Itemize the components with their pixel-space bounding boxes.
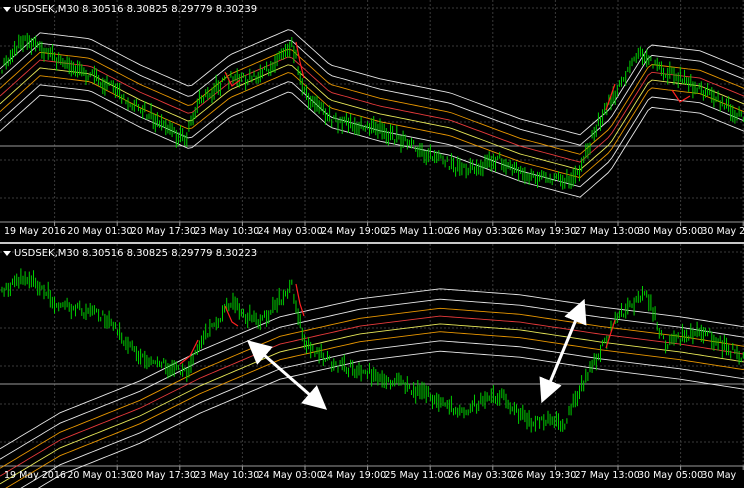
red-indicator-segment bbox=[295, 283, 305, 317]
time-axis-label: 26 May 19:30 bbox=[511, 470, 576, 481]
envelope-line bbox=[20, 340, 744, 488]
time-axis-label: 24 May 03:00 bbox=[258, 470, 323, 481]
time-axis-label: 30 May bbox=[701, 470, 736, 481]
envelope-line bbox=[0, 323, 744, 485]
time-axis-label: 24 May 19:00 bbox=[321, 226, 386, 237]
time-axis-label: 23 May 10:30 bbox=[194, 226, 259, 237]
red-indicator-segment bbox=[179, 339, 199, 365]
envelope-line bbox=[0, 48, 744, 155]
bottom-chart-symbol: USDSEK,M30 bbox=[14, 248, 80, 259]
time-axis-label: 26 May 03:30 bbox=[448, 470, 513, 481]
time-axis-label: 25 May 11:00 bbox=[384, 226, 449, 237]
time-axis-label: 25 May 11:00 bbox=[384, 470, 449, 481]
envelope-line bbox=[0, 315, 744, 477]
envelope-line bbox=[0, 29, 744, 136]
envelope-line bbox=[0, 64, 744, 171]
envelope-bands bbox=[0, 29, 744, 198]
envelope-line bbox=[0, 81, 744, 188]
time-axis-label: 24 May 19:00 bbox=[321, 470, 386, 481]
top-chart-prices: 8.30516 8.30825 8.29779 8.30239 bbox=[82, 4, 258, 15]
envelope-line bbox=[37, 350, 744, 488]
time-axis-label: 20 May 01:30 bbox=[67, 470, 132, 481]
bottom-chart-title: USDSEK,M30 8.30516 8.30825 8.29779 8.302… bbox=[3, 248, 257, 259]
top-chart-symbol: USDSEK,M30 bbox=[14, 4, 80, 15]
time-axis-label: 19 May 2016 bbox=[4, 226, 66, 237]
red-indicator-segment bbox=[224, 305, 239, 327]
time-axis-label: 24 May 03:00 bbox=[258, 226, 323, 237]
grid-lines bbox=[0, 0, 744, 222]
time-axis-label: 26 May 19:30 bbox=[511, 226, 576, 237]
time-axis-label: 30 May 05:00 bbox=[638, 470, 703, 481]
red-indicator-segment bbox=[295, 41, 305, 79]
time-axis-label: 20 May 01:30 bbox=[67, 226, 132, 237]
time-axis-label: 23 May 10:30 bbox=[194, 470, 259, 481]
bottom-chart-prices: 8.30516 8.30825 8.29779 8.30223 bbox=[82, 248, 258, 259]
dropdown-triangle-icon[interactable] bbox=[3, 7, 11, 12]
top-chart-panel[interactable]: 19 May 2016 20 May 01:30 20 May 17:30 23 Ma… bbox=[0, 0, 744, 242]
time-axis-label: 19 May 2016 bbox=[4, 470, 66, 481]
double-arrow-annotation bbox=[539, 298, 587, 404]
envelope-line bbox=[0, 298, 744, 460]
double-arrow-annotation bbox=[246, 340, 328, 410]
red-indicator-segment bbox=[671, 89, 691, 103]
time-axis-label: 20 May 17:30 bbox=[131, 226, 196, 237]
envelope-line bbox=[5, 331, 744, 488]
top-chart-title: USDSEK,M30 8.30516 8.30825 8.29779 8.302… bbox=[3, 4, 257, 15]
time-axis-label: 30 May 05:00 bbox=[638, 226, 703, 237]
envelope-line bbox=[0, 39, 744, 146]
envelope-line bbox=[0, 307, 744, 469]
red-indicator-segment bbox=[605, 83, 616, 111]
envelope-line bbox=[0, 56, 744, 163]
red-indicator-segment bbox=[605, 319, 616, 349]
time-axis-label: 20 May 17:30 bbox=[131, 470, 196, 481]
bottom-chart-panel[interactable]: 19 May 2016 20 May 01:30 20 May 17:30 23 Ma… bbox=[0, 244, 744, 488]
price-candles bbox=[1, 268, 744, 433]
dropdown-triangle-icon[interactable] bbox=[3, 251, 11, 256]
envelope-line bbox=[0, 91, 744, 198]
envelope-bands bbox=[0, 288, 744, 488]
panel-separator[interactable] bbox=[0, 242, 744, 244]
time-axis-label: 27 May 13:00 bbox=[575, 226, 640, 237]
price-candles bbox=[1, 32, 744, 190]
time-axis-label: 27 May 13:00 bbox=[575, 470, 640, 481]
time-axis-label: 30 May 21 bbox=[701, 226, 744, 237]
red-indicator-segment bbox=[224, 71, 241, 87]
envelope-line bbox=[0, 288, 744, 450]
grid-lines bbox=[0, 244, 744, 466]
time-axis-label: 26 May 03:30 bbox=[448, 226, 513, 237]
